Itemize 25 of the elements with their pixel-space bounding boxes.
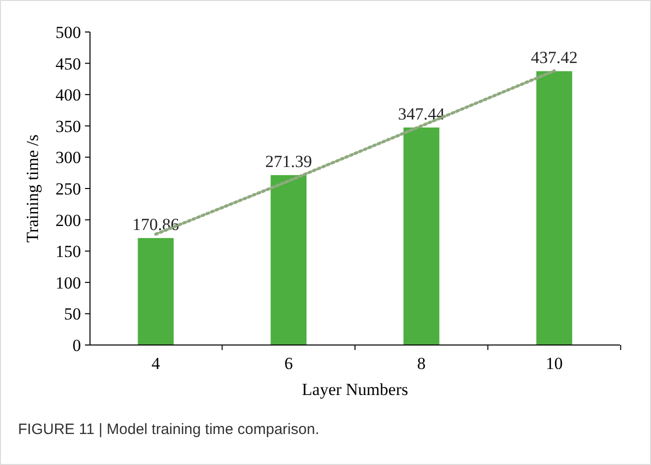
- y-tick-label: 500: [56, 22, 81, 42]
- caption: FIGURE 11 | Model training time comparison.: [18, 421, 320, 438]
- y-tick-label: 450: [56, 54, 81, 74]
- x-tick-label: 6: [284, 354, 293, 373]
- bar: [403, 128, 440, 345]
- y-tick-label: 250: [56, 179, 81, 198]
- data-label: 347.44: [398, 104, 446, 124]
- x-tick-label: 10: [546, 354, 563, 373]
- y-tick-label: 300: [56, 148, 81, 168]
- y-tick-label: 100: [56, 273, 81, 292]
- x-axis-title: Layer Numbers: [302, 380, 408, 399]
- y-tick-label: 350: [56, 116, 81, 136]
- data-label: 271.39: [265, 152, 312, 172]
- y-tick-label: 150: [56, 242, 81, 262]
- x-tick-label: 8: [417, 354, 426, 373]
- y-tick-label: 200: [56, 210, 81, 230]
- bar: [536, 71, 572, 345]
- y-tick-label: 400: [56, 86, 81, 105]
- bar: [270, 175, 307, 345]
- bar: [138, 238, 174, 345]
- data-label: 437.42: [530, 48, 578, 68]
- y-tick-label: 0: [72, 336, 81, 355]
- y-tick-label: 50: [64, 304, 81, 324]
- x-tick-label: 4: [152, 354, 160, 373]
- y-axis-title: Training time /s: [23, 134, 42, 242]
